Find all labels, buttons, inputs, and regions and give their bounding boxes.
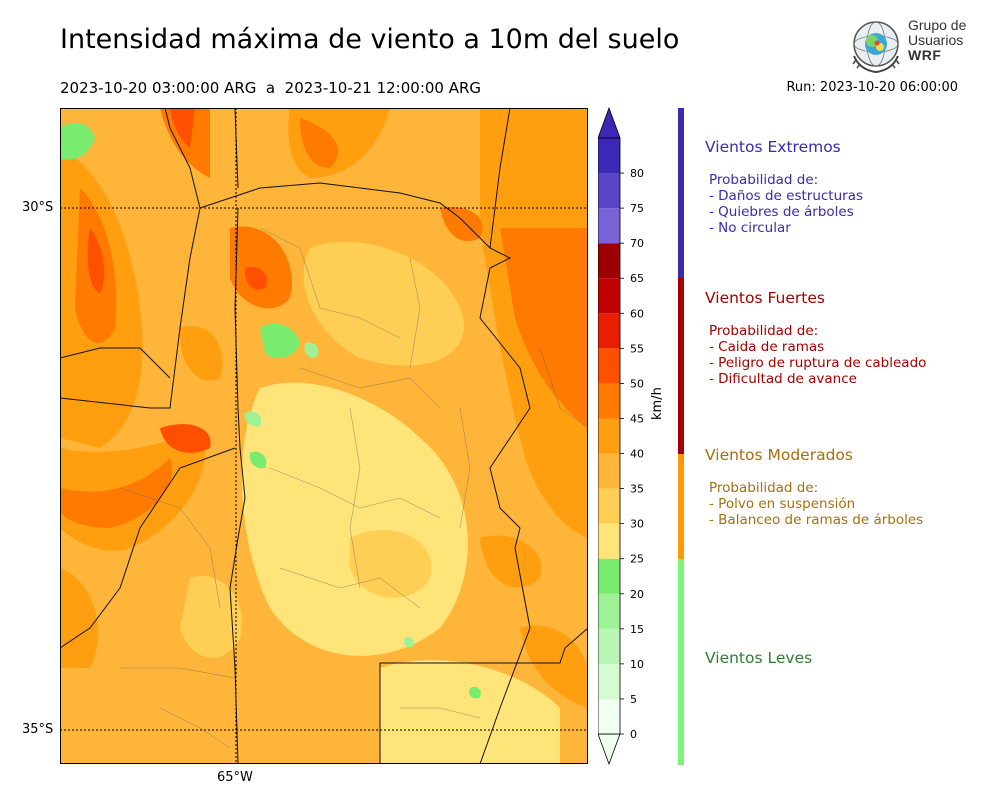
category-line: Probabilidad de:: [709, 323, 819, 339]
category-line: - Quiebres de árboles: [709, 204, 854, 220]
category-bar: [678, 453, 684, 559]
category-line: Probabilidad de:: [709, 172, 819, 188]
category-extremos: Vientos Extremos Probabilidad de: - Daño…: [705, 138, 863, 236]
category-bar: [678, 108, 684, 279]
category-title: Vientos Fuertes: [705, 289, 825, 307]
colorbar-tick-label: 0: [630, 728, 637, 741]
colorbar-unit: km/h: [650, 387, 665, 420]
colorbar-tick-label: 45: [630, 412, 644, 425]
colorbar-swatch: [598, 593, 620, 629]
colorbar-swatch: [598, 383, 620, 419]
colorbar-swatch: [598, 348, 620, 384]
category-line: - No circular: [709, 220, 791, 236]
colorbar-swatch: [598, 453, 620, 489]
colorbar-tick-label: 60: [630, 307, 644, 320]
colorbar-swatch: [598, 173, 620, 209]
colorbar-tick-label: 40: [630, 448, 644, 461]
category-title: Vientos Moderados: [705, 446, 853, 464]
colorbar-swatch: [598, 523, 620, 559]
lon-label-65w: 65°W: [217, 770, 253, 785]
category-title: Vientos Leves: [705, 649, 813, 667]
colorbar-swatch: [598, 313, 620, 349]
colorbar-min-arrow: [597, 733, 621, 766]
category-line: - Caida de ramas: [709, 339, 825, 355]
wind-map: [60, 108, 588, 764]
colorbar-tick-label: 35: [630, 483, 644, 496]
colorbar-tick-label: 10: [630, 658, 644, 671]
colorbar-tick-label: 5: [630, 693, 637, 706]
category-line: Probabilidad de:: [709, 480, 819, 496]
colorbar-tick-label: 25: [630, 553, 644, 566]
colorbar-swatch: [598, 278, 620, 314]
lat-label-35s: 35°S: [22, 722, 54, 737]
category-fuertes: Vientos Fuertes Probabilidad de: - Caida…: [705, 289, 926, 387]
logo-line-3: WRF: [908, 47, 942, 63]
colorbar: 0 5 10 15 20 25 30 35 40 45 50 55 60 65 70 75 80: [597, 104, 678, 768]
colorbar-tick-label: 75: [630, 202, 644, 215]
colorbar-swatch: [598, 698, 620, 734]
colorbar-swatch: [598, 663, 620, 699]
wind-field-map: [60, 108, 588, 764]
category-line: - Daños de estructuras: [709, 188, 864, 204]
colorbar-swatch: [598, 558, 620, 594]
logo-line-2: Usuarios: [908, 32, 964, 48]
colorbar-swatch: [598, 488, 620, 524]
colorbar-scale: 0 5 10 15 20 25 30 35 40 45 50 55 60 65 70 75 80: [597, 106, 644, 766]
colorbar-tick-label: 65: [630, 272, 644, 285]
colorbar-swatch: [598, 418, 620, 454]
category-line: - Polvo en suspensión: [709, 496, 856, 512]
colorbar-tick-label: 50: [630, 377, 644, 390]
colorbar-tick-label: 80: [630, 167, 644, 180]
colorbar-tick-label: 15: [630, 623, 644, 636]
page-title: Intensidad máxima de viento a 10m del su…: [60, 24, 680, 55]
colorbar-swatch: [598, 138, 620, 174]
category-line: - Dificultad de avance: [709, 371, 857, 387]
colorbar-swatch: [598, 243, 620, 279]
wrf-logo: Grupo de Usuarios WRF: [846, 16, 970, 76]
colorbar-tick-label: 70: [630, 237, 644, 250]
category-line: - Balanceo de ramas de árboles: [709, 512, 924, 528]
category-title: Vientos Extremos: [705, 138, 841, 156]
period-label: 2023-10-20 03:00:00 ARG a 2023-10-21 12:…: [60, 79, 482, 97]
colorbar-swatch: [598, 628, 620, 664]
category-moderados: Vientos Moderados Probabilidad de: - Pol…: [705, 446, 923, 528]
category-bar: [678, 558, 684, 765]
colorbar-swatch: [598, 208, 620, 244]
globe-icon: [852, 21, 900, 74]
logo-line-1: Grupo de: [908, 17, 967, 33]
colorbar-max-arrow: [597, 106, 621, 139]
category-bar: [678, 278, 684, 454]
lat-label-30s: 30°S: [22, 200, 54, 215]
category-leves: Vientos Leves: [705, 649, 812, 667]
colorbar-tick-label: 55: [630, 342, 644, 355]
colorbar-tick-label: 20: [630, 588, 644, 601]
run-label: Run: 2023-10-20 06:00:00: [786, 80, 958, 95]
category-line: - Peligro de ruptura de cableado: [709, 355, 927, 371]
colorbar-tick-label: 30: [630, 518, 644, 531]
